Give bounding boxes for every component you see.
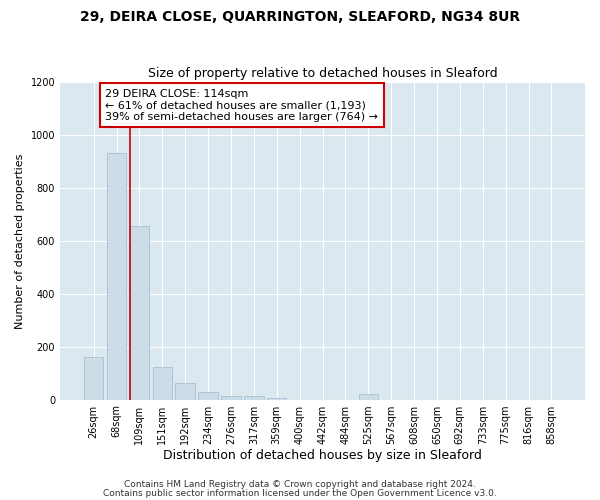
X-axis label: Distribution of detached houses by size in Sleaford: Distribution of detached houses by size … [163,450,482,462]
Bar [267,398,286,400]
Text: 29 DEIRA CLOSE: 114sqm
← 61% of detached houses are smaller (1,193)
39% of semi-: 29 DEIRA CLOSE: 114sqm ← 61% of detached… [105,88,378,122]
Bar [244,396,263,400]
Bar [107,154,126,400]
Bar [175,383,195,400]
Y-axis label: Number of detached properties: Number of detached properties [15,153,25,328]
Bar [130,226,149,400]
Text: Contains public sector information licensed under the Open Government Licence v3: Contains public sector information licen… [103,488,497,498]
Title: Size of property relative to detached houses in Sleaford: Size of property relative to detached ho… [148,66,497,80]
Bar [152,366,172,400]
Text: 29, DEIRA CLOSE, QUARRINGTON, SLEAFORD, NG34 8UR: 29, DEIRA CLOSE, QUARRINGTON, SLEAFORD, … [80,10,520,24]
Bar [359,394,378,400]
Text: Contains HM Land Registry data © Crown copyright and database right 2024.: Contains HM Land Registry data © Crown c… [124,480,476,489]
Bar [199,392,218,400]
Bar [84,357,103,400]
Bar [221,396,241,400]
